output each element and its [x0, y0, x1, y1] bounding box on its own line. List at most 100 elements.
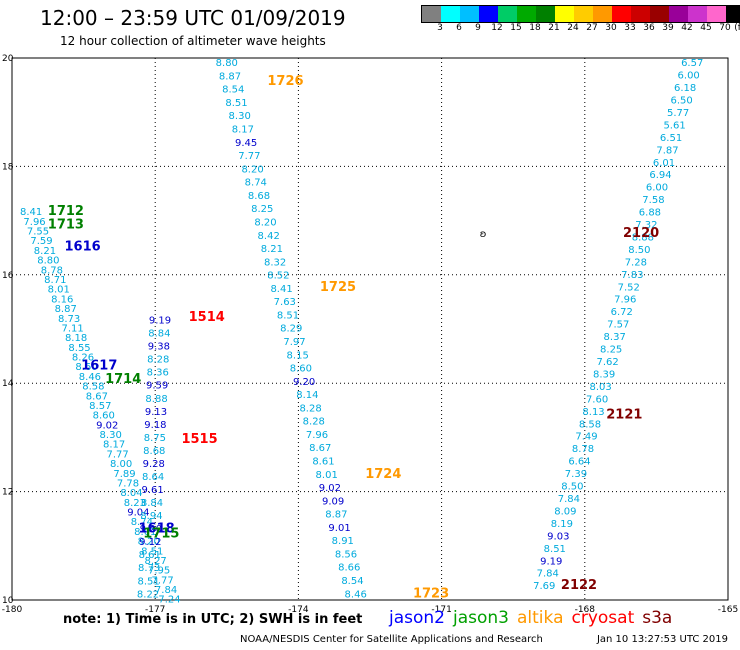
wave-height-value: 8.67	[86, 391, 108, 402]
wave-height-value: 8.73	[58, 314, 80, 325]
map-frame	[11, 57, 729, 601]
y-tick-label: 18	[2, 162, 14, 172]
wave-height-value: 8.42	[258, 231, 280, 242]
wave-height-value: 8.60	[290, 364, 312, 375]
wave-height-value: 7.52	[618, 282, 640, 293]
wave-height-value: 8.41	[270, 284, 292, 295]
color-swatch	[631, 6, 650, 22]
island-marker: ʚ	[480, 229, 487, 240]
color-swatch	[498, 6, 517, 22]
wave-height-value: 6.50	[670, 95, 692, 106]
wave-height-value: 8.46	[345, 589, 367, 600]
color-swatch	[669, 6, 688, 22]
wave-height-value: 8.71	[44, 275, 66, 286]
wave-height-value: 8.50	[628, 245, 650, 256]
wave-height-value: 8.66	[338, 563, 360, 574]
color-swatch	[688, 6, 707, 22]
wave-height-value: 9.18	[144, 420, 166, 431]
pass-time-label: 1725	[320, 280, 356, 295]
color-scale-tick: 24	[567, 23, 579, 33]
wave-height-value: 8.68	[143, 446, 165, 457]
color-scale-bar	[421, 5, 740, 23]
wave-height-value: 8.20	[138, 537, 160, 548]
wave-height-value: 8.51	[137, 576, 159, 587]
wave-height-value: 7.69	[533, 581, 555, 592]
wave-height-value: 8.20	[241, 164, 263, 175]
wave-height-value: 8.87	[55, 304, 77, 315]
wave-height-value: 7.24	[158, 595, 180, 606]
color-swatch	[574, 6, 593, 22]
satellite-legend-altika: altika	[517, 608, 564, 628]
wave-height-value: 8.60	[75, 362, 97, 373]
color-swatch	[536, 6, 555, 22]
wave-height-value: 8.74	[245, 178, 267, 189]
wave-height-value: 7.49	[575, 432, 597, 443]
wave-height-value: 6.51	[660, 133, 682, 144]
wave-height-value: 9.01	[328, 523, 350, 534]
wave-height-value: 6.64	[568, 457, 590, 468]
wave-height-value: 8.68	[248, 191, 270, 202]
color-scale-tick: 27	[586, 23, 598, 33]
wave-height-value: 6.88	[639, 208, 661, 219]
wave-height-value: 8.01	[134, 527, 156, 538]
wave-height-value: 8.14	[296, 390, 318, 401]
wave-height-value: 9.59	[146, 381, 168, 392]
y-tick-label: 20	[2, 54, 14, 64]
wave-height-value: 5.77	[667, 108, 689, 119]
pass-time-label: 1616	[65, 239, 101, 254]
wave-height-value: 8.91	[332, 536, 354, 547]
wave-height-value: 8.58	[579, 419, 601, 430]
wave-height-value: 8.84	[141, 498, 163, 509]
wave-height-value: 8.75	[144, 433, 166, 444]
wave-height-value: 7.87	[656, 145, 678, 156]
wave-height-value: 8.13	[582, 407, 604, 418]
wave-height-value: 7.89	[113, 469, 135, 480]
wave-height-value: 6.94	[649, 170, 671, 181]
pass-time-label: 2120	[623, 226, 659, 241]
wave-height-value: 8.19	[551, 519, 573, 530]
pass-time-label: 1617	[81, 359, 117, 374]
wave-height-value: 8.67	[309, 443, 331, 454]
color-swatch	[612, 6, 631, 22]
color-swatch	[517, 6, 536, 22]
wave-height-value: 8.61	[312, 457, 334, 468]
wave-height-value: 7.84	[155, 585, 177, 596]
wave-height-value: 8.87	[219, 71, 241, 82]
wave-height-value: 6.18	[674, 83, 696, 94]
wave-height-value: 8.32	[264, 257, 286, 268]
color-scale-unit: (ft)	[734, 23, 740, 33]
wave-height-value: 8.58	[82, 382, 104, 393]
wave-height-value: 7.96	[23, 217, 45, 228]
wave-height-value: 9.19	[149, 316, 171, 327]
wave-height-value: 6.00	[646, 183, 668, 194]
wave-height-value: 8.28	[147, 355, 169, 366]
wave-height-value: 8.15	[287, 350, 309, 361]
wave-height-value: 8.18	[65, 333, 87, 344]
wave-height-value: 8.54	[341, 576, 363, 587]
wave-height-value: 8.30	[229, 111, 251, 122]
x-tick-label: -177	[145, 605, 165, 615]
satellite-legend-jason2: jason2	[389, 608, 445, 628]
wave-height-value: 8.55	[68, 343, 90, 354]
wave-height-value: 8.80	[216, 58, 238, 69]
footer-credit: NOAA/NESDIS Center for Satellite Applica…	[240, 634, 543, 645]
wave-height-value: 8.21	[34, 246, 56, 257]
satellite-legend: jason2 jason3 altika cryosat s3a	[389, 608, 680, 628]
color-scale-tick: 3	[437, 23, 443, 33]
wave-height-value: 8.09	[554, 506, 576, 517]
wave-height-value: 8.60	[93, 411, 115, 422]
wave-height-value: 8.36	[147, 368, 169, 379]
color-scale-tick: 15	[510, 23, 522, 33]
pass-time-label: 1713	[48, 218, 84, 233]
wave-height-value: 9.02	[96, 420, 118, 431]
color-scale-tick: 18	[529, 23, 541, 33]
wave-height-value: 8.22	[137, 589, 159, 600]
wave-height-value: 8.51	[277, 310, 299, 321]
wave-height-value: 8.20	[254, 217, 276, 228]
color-swatch	[555, 6, 574, 22]
y-tick-label: 14	[2, 379, 14, 389]
wave-height-value: 9.38	[148, 342, 170, 353]
wave-height-value: 8.21	[261, 244, 283, 255]
wave-height-value: 7.58	[642, 195, 664, 206]
satellite-legend-cryosat: cryosat	[571, 608, 635, 628]
